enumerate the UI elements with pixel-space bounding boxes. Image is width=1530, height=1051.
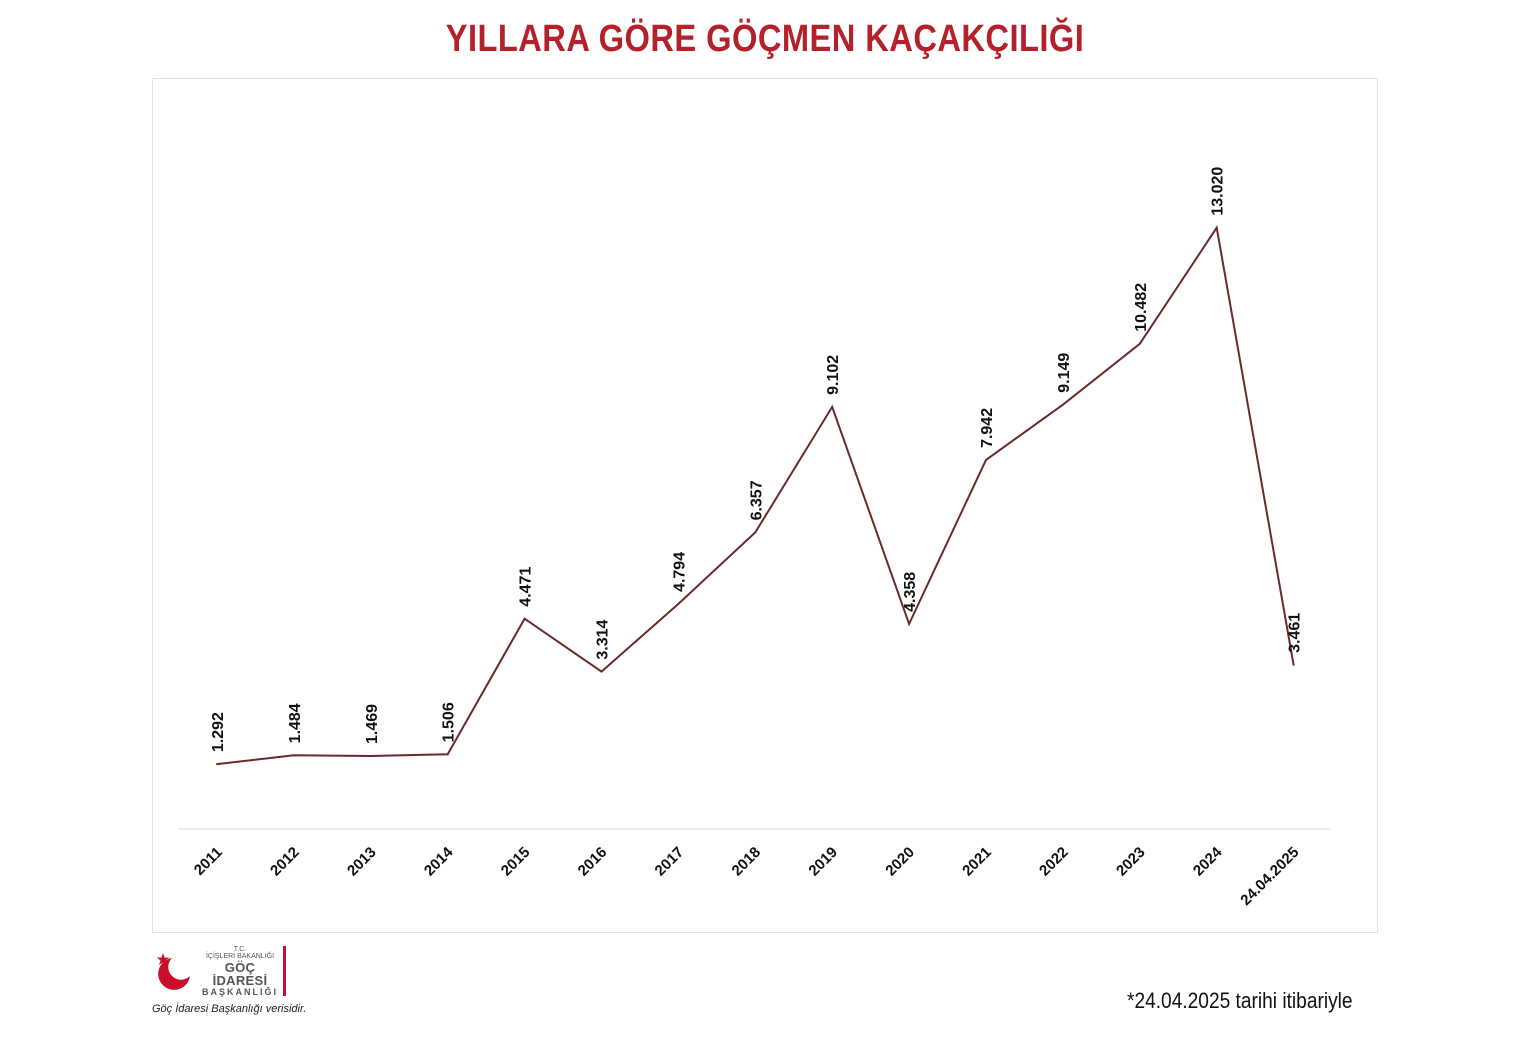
x-tick-label-2018: 2018: [729, 844, 765, 880]
data-label-2021: 7.942: [979, 408, 996, 448]
data-label-2018: 6.357: [748, 480, 765, 520]
chart-frame: 1.292 1.484 1.469 1.506 4.471 3.314 4.794 6.357…: [152, 78, 1378, 933]
crescent-star-icon: [156, 953, 190, 990]
data-point-2014: [446, 753, 449, 756]
data-point-2017: [677, 602, 680, 605]
x-tick-label-2024: 2024: [1190, 843, 1226, 879]
data-point-2015: [523, 617, 526, 620]
data-label-2019: 9.102: [825, 355, 842, 395]
data-point-2020: [908, 622, 911, 625]
x-axis-labels: 2011 2012 2013 2014 2015 2016 2017 2018 2019 2020…: [191, 843, 1303, 909]
data-label-2012: 1.484: [287, 703, 304, 743]
logo: T.C. İÇİŞLERİ BAKANLIĞI GÖÇ İDARESİ BAŞK…: [148, 944, 308, 1019]
x-tick-label-2011: 2011: [191, 844, 226, 879]
data-label-2022: 9.149: [1056, 353, 1073, 393]
data-label-2015: 4.471: [518, 567, 535, 607]
data-point-2019: [831, 405, 834, 408]
data-point-2011: [216, 763, 218, 766]
data-point-2018: [754, 531, 757, 534]
data-point-2024: [1215, 226, 1218, 229]
logo-ministry: İÇİŞLERİ BAKANLIĞI: [205, 953, 275, 961]
x-tick-label-2014: 2014: [421, 843, 457, 879]
data-point-2013: [369, 755, 372, 758]
x-tick-label-24.04.2025: 24.04.2025: [1237, 844, 1302, 909]
data-label-2023: 10.482: [1133, 283, 1150, 332]
data-point-24.04.2025: [1292, 663, 1295, 666]
x-tick-label-2015: 2015: [498, 844, 534, 880]
data-label-24.04.2025: 3.461: [1287, 613, 1304, 653]
x-tick-label-2017: 2017: [652, 844, 688, 880]
data-label-2011: 1.292: [210, 712, 227, 752]
logo-tc: T.C.: [233, 946, 247, 953]
data-label-2016: 3.314: [595, 619, 612, 659]
series-group: [216, 225, 1295, 766]
logo-divider: [283, 946, 286, 996]
x-tick-label-2012: 2012: [267, 844, 303, 880]
value-labels: 1.292 1.484 1.469 1.506 4.471 3.314 4.794 6.357…: [210, 167, 1304, 752]
data-point-2012: [292, 754, 295, 757]
data-label-2020: 4.358: [902, 572, 919, 612]
x-tick-label-2021: 2021: [959, 844, 995, 880]
data-point-2022: [1061, 403, 1064, 406]
logo-text: T.C. İÇİŞLERİ BAKANLIĞI GÖÇ İDARESİ BAŞK…: [200, 946, 280, 997]
x-tick-label-2013: 2013: [344, 844, 380, 880]
page-title: YILLARA GÖRE GÖÇMEN KAÇAKÇILIĞI: [445, 18, 1085, 60]
footnote: *24.04.2025 tarihi itibariyle: [1127, 988, 1353, 1013]
x-tick-label-2019: 2019: [805, 844, 841, 880]
data-point-2021: [985, 458, 987, 461]
x-tick-label-2016: 2016: [575, 844, 611, 880]
data-label-2013: 1.469: [364, 704, 381, 744]
data-label-2024: 13.020: [1210, 167, 1227, 216]
source-note: Göç İdaresi Başkanlığı verisidir.: [152, 1003, 307, 1015]
x-tick-label-2022: 2022: [1036, 844, 1072, 880]
data-label-2017: 4.794: [671, 552, 688, 592]
x-tick-label-2020: 2020: [882, 844, 918, 880]
logo-presidency: BAŞKANLIĞI: [202, 986, 278, 997]
x-tick-label-2023: 2023: [1113, 844, 1149, 880]
line-chart: 1.292 1.484 1.469 1.506 4.471 3.314 4.794 6.357…: [178, 167, 1331, 909]
data-label-2014: 1.506: [441, 702, 458, 742]
logo-agency: GÖÇ İDARESİ: [212, 959, 268, 989]
data-point-2016: [600, 670, 603, 673]
data-point-2023: [1138, 342, 1141, 345]
